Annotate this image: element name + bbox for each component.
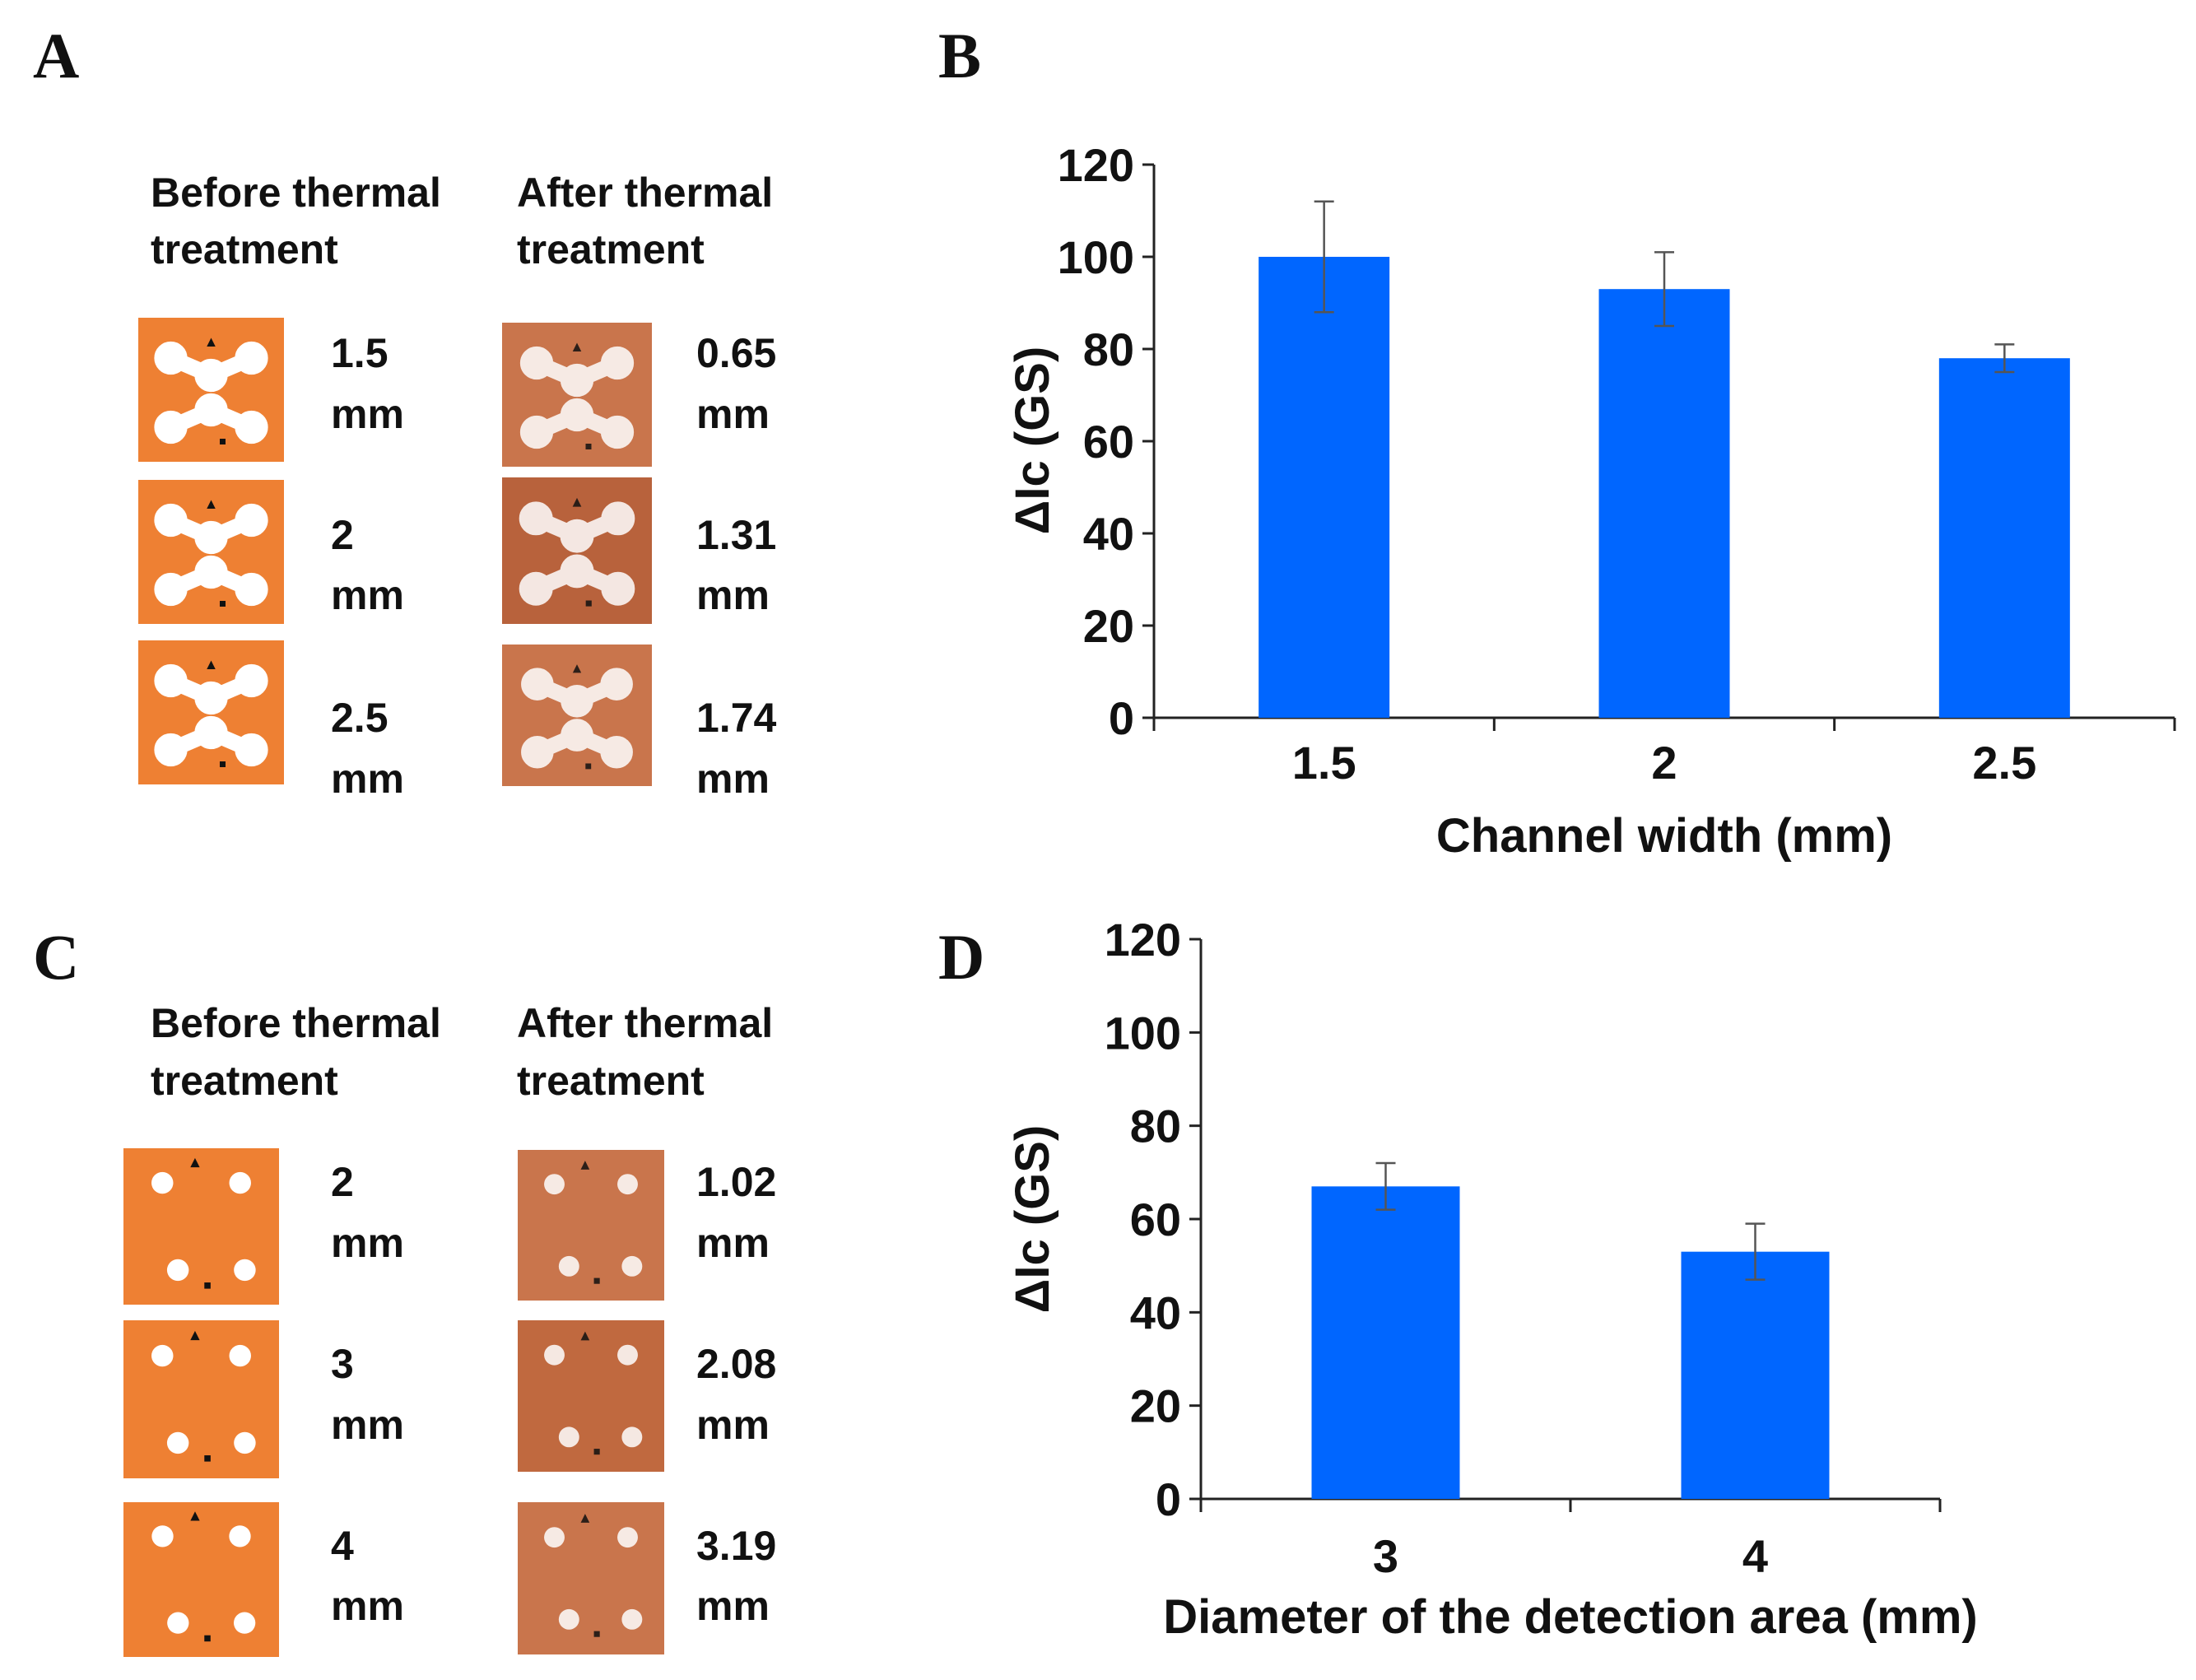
size-label: 2 [331, 512, 354, 558]
column-header: After thermal [517, 170, 773, 216]
photo [123, 1320, 279, 1478]
x-tick-label: 2 [1651, 737, 1677, 789]
bar [1259, 257, 1390, 718]
size-label: mm [331, 756, 404, 802]
panel-letter: C [33, 921, 79, 993]
size-label: 1.5 [331, 330, 388, 376]
size-label: 1.74 [696, 695, 777, 741]
photo [518, 1502, 664, 1654]
photos [123, 318, 664, 1657]
y-tick-label: 80 [1083, 323, 1134, 375]
size-label: 1.31 [696, 512, 776, 558]
photo [518, 1320, 664, 1472]
size-label: 2.08 [696, 1341, 776, 1387]
y-tick-label: 120 [1058, 139, 1134, 191]
size-label: mm [331, 391, 404, 437]
size-label: 1.02 [696, 1159, 776, 1205]
size-label: 3 [331, 1341, 354, 1387]
size-label: mm [696, 572, 770, 618]
size-label: mm [331, 1220, 404, 1266]
size-label: mm [331, 572, 404, 618]
x-tick-label: 2.5 [1972, 737, 2036, 789]
y-tick-label: 40 [1130, 1287, 1181, 1338]
y-tick-label: 120 [1105, 914, 1181, 966]
x-axis-title: Channel width (mm) [1436, 809, 1892, 863]
size-label: mm [331, 1583, 404, 1629]
photo [123, 1148, 279, 1305]
size-label: 2 [331, 1159, 354, 1205]
y-tick-label: 100 [1105, 1007, 1181, 1059]
size-label: mm [696, 1402, 770, 1448]
column-header: Before thermal [151, 1000, 441, 1046]
y-axis-title: ΔIc (GS) [1006, 1125, 1059, 1314]
column-header: treatment [517, 1058, 705, 1104]
y-tick-label: 20 [1083, 600, 1134, 652]
column-header: After thermal [517, 1000, 773, 1046]
panel-letter: D [938, 921, 984, 993]
photo [123, 1502, 279, 1657]
size-label: mm [696, 391, 770, 437]
size-label: mm [696, 1583, 770, 1629]
y-tick-label: 40 [1083, 508, 1134, 560]
y-axis-title: ΔIc (GS) [1006, 347, 1059, 535]
size-label: mm [696, 756, 770, 802]
x-tick-label: 1.5 [1292, 737, 1356, 789]
size-label: 2.5 [331, 695, 388, 741]
y-tick-label: 100 [1058, 231, 1134, 283]
size-label: 3.19 [696, 1523, 776, 1569]
size-label: mm [331, 1402, 404, 1448]
size-label: 4 [331, 1523, 354, 1569]
bar [1598, 289, 1730, 718]
y-tick-label: 60 [1083, 416, 1134, 468]
panel-letter: A [33, 20, 79, 91]
x-tick-label: 4 [1742, 1530, 1768, 1582]
column-header: treatment [151, 226, 338, 272]
y-tick-label: 20 [1130, 1380, 1181, 1432]
y-tick-label: 0 [1109, 692, 1134, 744]
size-label: 0.65 [696, 330, 776, 376]
bar [1311, 1186, 1460, 1499]
x-axis-title: Diameter of the detection area (mm) [1163, 1590, 1977, 1644]
size-label: mm [696, 1220, 770, 1266]
bar [1681, 1251, 1830, 1499]
x-tick-label: 3 [1373, 1530, 1398, 1582]
photo [518, 1150, 664, 1301]
column-header: treatment [517, 226, 705, 272]
bar [1938, 358, 2070, 718]
y-tick-label: 0 [1156, 1473, 1181, 1525]
column-header: Before thermal [151, 170, 441, 216]
column-header: treatment [151, 1058, 338, 1104]
y-tick-label: 80 [1130, 1101, 1181, 1152]
y-tick-label: 60 [1130, 1194, 1181, 1245]
panel-letter: B [938, 20, 981, 91]
